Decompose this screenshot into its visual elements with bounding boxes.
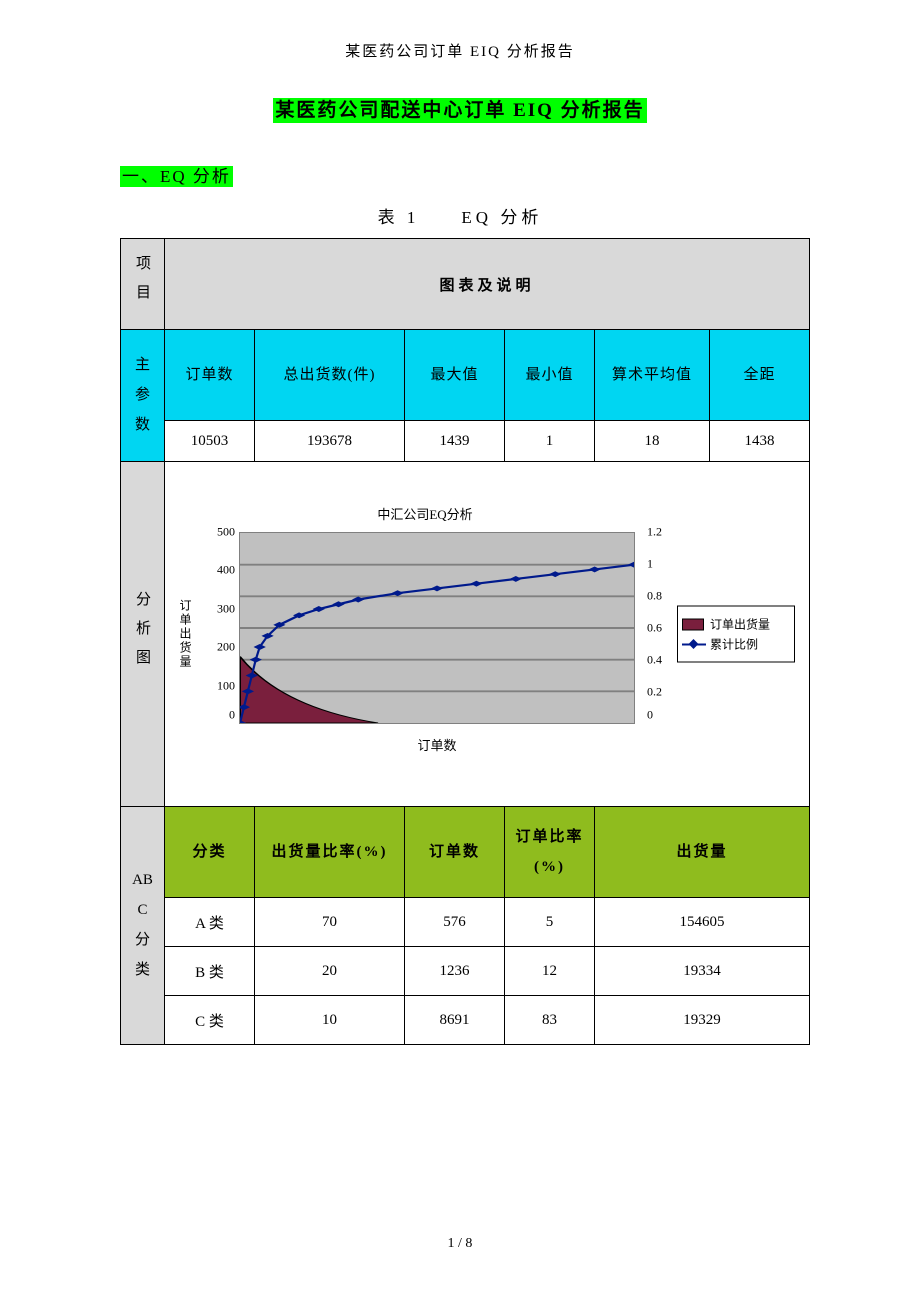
abc-r2c4: 19329 — [595, 996, 810, 1045]
abc-r0c0: A 类 — [165, 898, 255, 947]
rowlabel-main-params: 主参数 — [121, 330, 165, 462]
mp-v-2: 1439 — [405, 421, 505, 462]
legend-label-line: 累计比例 — [710, 636, 758, 653]
rowlabel-chart: 分析图 — [121, 462, 165, 807]
mp-v-5: 1438 — [710, 421, 810, 462]
bar-series — [240, 657, 378, 724]
mp-v-3: 1 — [505, 421, 595, 462]
chart-title: 中汇公司EQ分析 — [175, 504, 675, 523]
chart-cell: 中汇公司EQ分析 订单出货量 0 100 200 300 400 500 — [165, 462, 810, 807]
abc-r0c4: 154605 — [595, 898, 810, 947]
abc-h-3: 订单比率(%) — [505, 807, 595, 898]
y1-t4: 400 — [217, 563, 235, 578]
section-heading: 一、EQ 分析 — [120, 162, 800, 187]
mp-h-4: 算术平均值 — [595, 330, 710, 421]
page-footer: 1 / 8 — [0, 1236, 920, 1252]
abc-h-2: 订单数 — [405, 807, 505, 898]
abc-r1c4: 19334 — [595, 947, 810, 996]
y2-t6: 1.2 — [647, 525, 662, 540]
abc-r0c2: 576 — [405, 898, 505, 947]
header-big: 图表及说明 — [165, 239, 810, 330]
x-axis-title: 订单数 — [239, 735, 635, 754]
mp-v-1: 193678 — [255, 421, 405, 462]
rowlabel-main-params-text: 主参数 — [135, 350, 150, 440]
table-caption: 表 1 EQ 分析 — [120, 203, 800, 228]
y2-t2: 0.4 — [647, 653, 662, 668]
abc-h-0: 分类 — [165, 807, 255, 898]
mp-v-4: 18 — [595, 421, 710, 462]
abc-r1c3: 12 — [505, 947, 595, 996]
mp-h-5: 全距 — [710, 330, 810, 421]
y2-t5: 1 — [647, 557, 653, 572]
mp-h-2: 最大值 — [405, 330, 505, 421]
abc-r2c1: 10 — [255, 996, 405, 1045]
line-series — [240, 562, 634, 723]
legend-swatch-bar — [682, 618, 704, 630]
rowlabel-abc: ABC分类 — [121, 807, 165, 1045]
abc-r2c3: 83 — [505, 996, 595, 1045]
y1-t3: 300 — [217, 601, 235, 616]
chart-legend: 订单出货量 累计比例 — [677, 606, 795, 663]
y2-t0: 0 — [647, 708, 653, 723]
y1-tick-labels: 0 100 200 300 400 500 — [201, 532, 235, 724]
y2-t4: 0.8 — [647, 588, 662, 603]
mp-h-1: 总出货数(件) — [255, 330, 405, 421]
legend-swatch-line — [682, 638, 706, 650]
y2-t3: 0.6 — [647, 621, 662, 636]
eq-chart: 中汇公司EQ分析 订单出货量 0 100 200 300 400 500 — [175, 504, 795, 764]
abc-r2c0: C 类 — [165, 996, 255, 1045]
y1-t2: 200 — [217, 640, 235, 655]
abc-r2c2: 8691 — [405, 996, 505, 1045]
abc-r1c0: B 类 — [165, 947, 255, 996]
y2-t1: 0.2 — [647, 684, 662, 699]
y1-t1: 100 — [217, 678, 235, 693]
eq-analysis-table: 项目 图表及说明 主参数 订单数 总出货数(件) 最大值 最小值 算术平均值 全… — [120, 238, 810, 1045]
abc-r0c3: 5 — [505, 898, 595, 947]
y2-tick-labels: 0 0.2 0.4 0.6 0.8 1 1.2 — [641, 532, 677, 724]
page-title-text: 某医药公司配送中心订单 EIQ 分析报告 — [273, 98, 646, 123]
abc-h-1: 出货量比率(%) — [255, 807, 405, 898]
mp-v-0: 10503 — [165, 421, 255, 462]
mp-h-0: 订单数 — [165, 330, 255, 421]
y1-t5: 500 — [217, 525, 235, 540]
mp-h-3: 最小值 — [505, 330, 595, 421]
abc-r0c1: 70 — [255, 898, 405, 947]
plot-area — [239, 532, 635, 724]
abc-r1c1: 20 — [255, 947, 405, 996]
legend-label-bar: 订单出货量 — [710, 616, 770, 633]
section-heading-text: 一、EQ 分析 — [120, 166, 233, 187]
abc-h-4: 出货量 — [595, 807, 810, 898]
y1-axis-title: 订单出货量 — [177, 599, 194, 669]
page-title: 某医药公司配送中心订单 EIQ 分析报告 — [120, 95, 800, 122]
doc-header: 某医药公司订单 EIQ 分析报告 — [120, 40, 800, 61]
rowlabel-project: 项目 — [121, 239, 165, 330]
y1-t0: 0 — [229, 708, 235, 723]
abc-r1c2: 1236 — [405, 947, 505, 996]
